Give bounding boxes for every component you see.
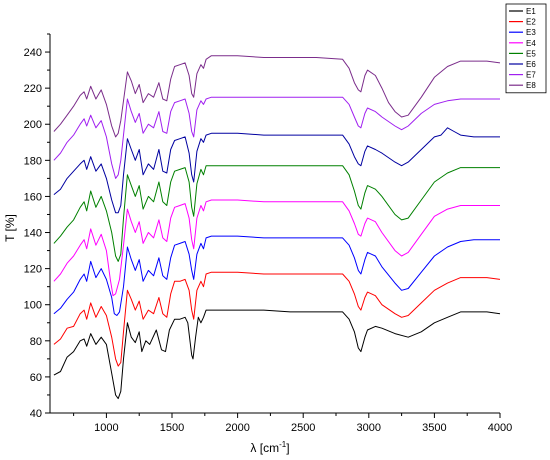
series-line-e5 (53, 165, 500, 262)
y-tick-label: 180 (24, 155, 42, 167)
x-tick-label: 1500 (160, 422, 184, 434)
x-axis: 1000 1500 2000 2500 3000 3500 4000 (50, 412, 512, 434)
y-tick-label: 120 (24, 264, 42, 276)
series-line-e7 (53, 96, 500, 179)
legend-label-e7: E7 (526, 71, 536, 80)
legend-label-e6: E6 (526, 60, 536, 69)
series-line-e4 (53, 199, 500, 297)
x-tick-label: 3500 (422, 422, 446, 434)
y-tick-label: 80 (30, 336, 42, 348)
y-tick-label: 200 (24, 119, 42, 131)
series-line-e6 (53, 127, 500, 214)
y-tick-label: 140 (24, 228, 42, 240)
x-tick-label: 1000 (94, 422, 118, 434)
x-tick-label: 2000 (225, 422, 249, 434)
legend-label-e4: E4 (526, 39, 536, 48)
plot-area (53, 55, 501, 400)
y-tick-label: 220 (24, 83, 42, 95)
x-tick-label: 2500 (291, 422, 315, 434)
y-tick-label: 160 (24, 191, 42, 203)
y-tick-label: 60 (30, 372, 42, 384)
series-line-e8 (53, 55, 501, 138)
y-tick-label: 40 (30, 408, 42, 420)
series-line-e3 (53, 235, 500, 316)
y-tick-label: 240 (24, 47, 42, 59)
legend-box (505, 3, 547, 94)
legend-label-e8: E8 (526, 81, 536, 90)
x-tick-label: 3000 (357, 422, 381, 434)
series-line-e2 (53, 271, 501, 367)
y-axis-title: T [%] (3, 214, 17, 242)
legend-label-e3: E3 (526, 28, 536, 37)
series-line-e1 (53, 309, 501, 400)
y-tick-label: 100 (24, 300, 42, 312)
legend-label-e5: E5 (526, 49, 536, 58)
y-axis: 40 60 80 100 120 140 160 180 200 220 240 (24, 33, 51, 420)
legend-label-e2: E2 (526, 18, 536, 27)
legend-label-e1: E1 (526, 7, 536, 16)
x-axis-title: λ [cm-1] (250, 440, 289, 455)
x-tick-label: 4000 (488, 422, 512, 434)
